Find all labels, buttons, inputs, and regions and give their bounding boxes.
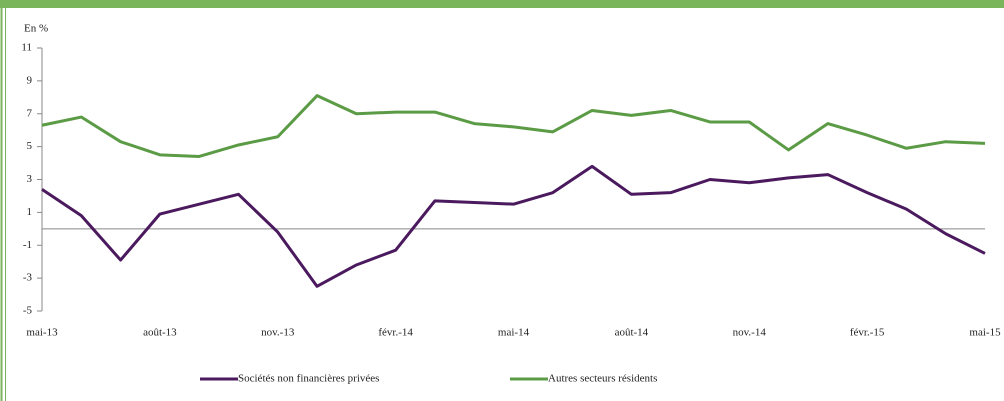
line-series (41, 94, 986, 158)
x-tick-label: mai-15 (969, 327, 1001, 339)
y-tick-label: 5 (27, 140, 33, 152)
y-tick-label: 1 (27, 206, 33, 218)
x-tick-label: mai-13 (26, 327, 58, 339)
x-tick-label: févr.-14 (378, 327, 413, 339)
x-tick-label: nov.-13 (261, 327, 295, 339)
y-tick-label: 7 (27, 107, 33, 119)
x-tick-label: nov.-14 (733, 327, 767, 339)
y-tick-label: -1 (23, 239, 32, 251)
x-tick-label: mai-14 (498, 327, 530, 339)
legend-label: Sociétés non financières privées (238, 373, 379, 385)
line-series (41, 164, 986, 288)
x-tick-label: août-14 (615, 327, 649, 339)
y-unit-label: En % (24, 23, 48, 35)
y-tick-label: -5 (23, 305, 33, 317)
y-tick-label: -3 (23, 272, 33, 284)
y-tick-label: 11 (21, 42, 32, 54)
y-tick-label: 3 (27, 173, 33, 185)
x-tick-label: févr.-15 (850, 327, 885, 339)
x-tick-label: août-13 (143, 327, 177, 339)
top-band (0, 0, 1004, 8)
legend-label: Autres secteurs résidents (548, 373, 657, 385)
y-tick-label: 9 (27, 74, 33, 86)
